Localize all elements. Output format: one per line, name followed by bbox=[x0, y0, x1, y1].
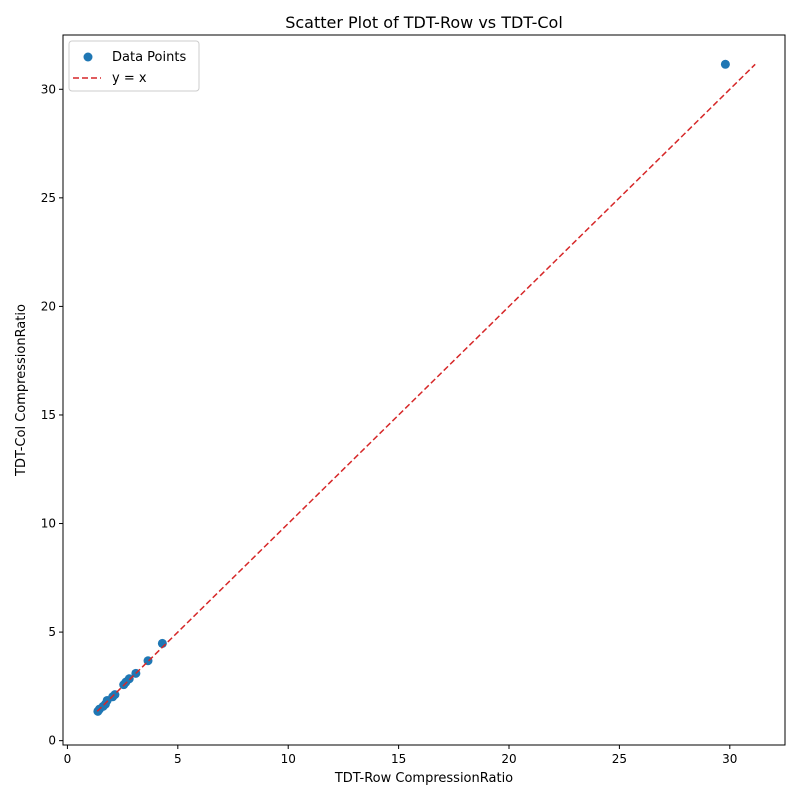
x-tick-label: 10 bbox=[281, 752, 296, 766]
x-tick-label: 30 bbox=[722, 752, 737, 766]
y-tick-label: 5 bbox=[48, 625, 56, 639]
y-axis: 0 5 10 15 20 25 30 bbox=[41, 82, 63, 748]
legend-label-y-equals-x: y = x bbox=[112, 71, 147, 86]
chart-title: Scatter Plot of TDT-Row vs TDT-Col bbox=[285, 13, 563, 32]
plot-frame bbox=[62, 34, 786, 746]
plot-area bbox=[93, 59, 756, 716]
x-tick-label: 25 bbox=[612, 752, 627, 766]
data-point bbox=[124, 674, 134, 684]
x-tick-label: 20 bbox=[501, 752, 516, 766]
y-tick-label: 15 bbox=[41, 408, 56, 422]
x-axis: 0 5 10 15 20 25 30 bbox=[64, 745, 737, 766]
y-tick-label: 25 bbox=[41, 191, 56, 205]
y-tick-label: 0 bbox=[48, 734, 56, 748]
y-tick-label: 30 bbox=[41, 82, 56, 96]
y-tick-label: 20 bbox=[41, 299, 56, 313]
legend-label-data-points: Data Points bbox=[112, 50, 186, 65]
x-tick-label: 0 bbox=[64, 752, 72, 766]
y-tick-label: 10 bbox=[41, 517, 56, 531]
y-axis-label: TDT-Col CompressionRatio bbox=[14, 304, 29, 477]
x-axis-label: TDT-Row CompressionRatio bbox=[334, 771, 513, 786]
legend-box bbox=[68, 40, 200, 92]
x-tick-label: 15 bbox=[391, 752, 406, 766]
legend: Data Points y = x bbox=[68, 40, 200, 92]
x-tick-label: 5 bbox=[174, 752, 182, 766]
data-point bbox=[720, 59, 730, 69]
legend-marker-data-points bbox=[83, 52, 93, 62]
identity-line bbox=[96, 63, 756, 712]
